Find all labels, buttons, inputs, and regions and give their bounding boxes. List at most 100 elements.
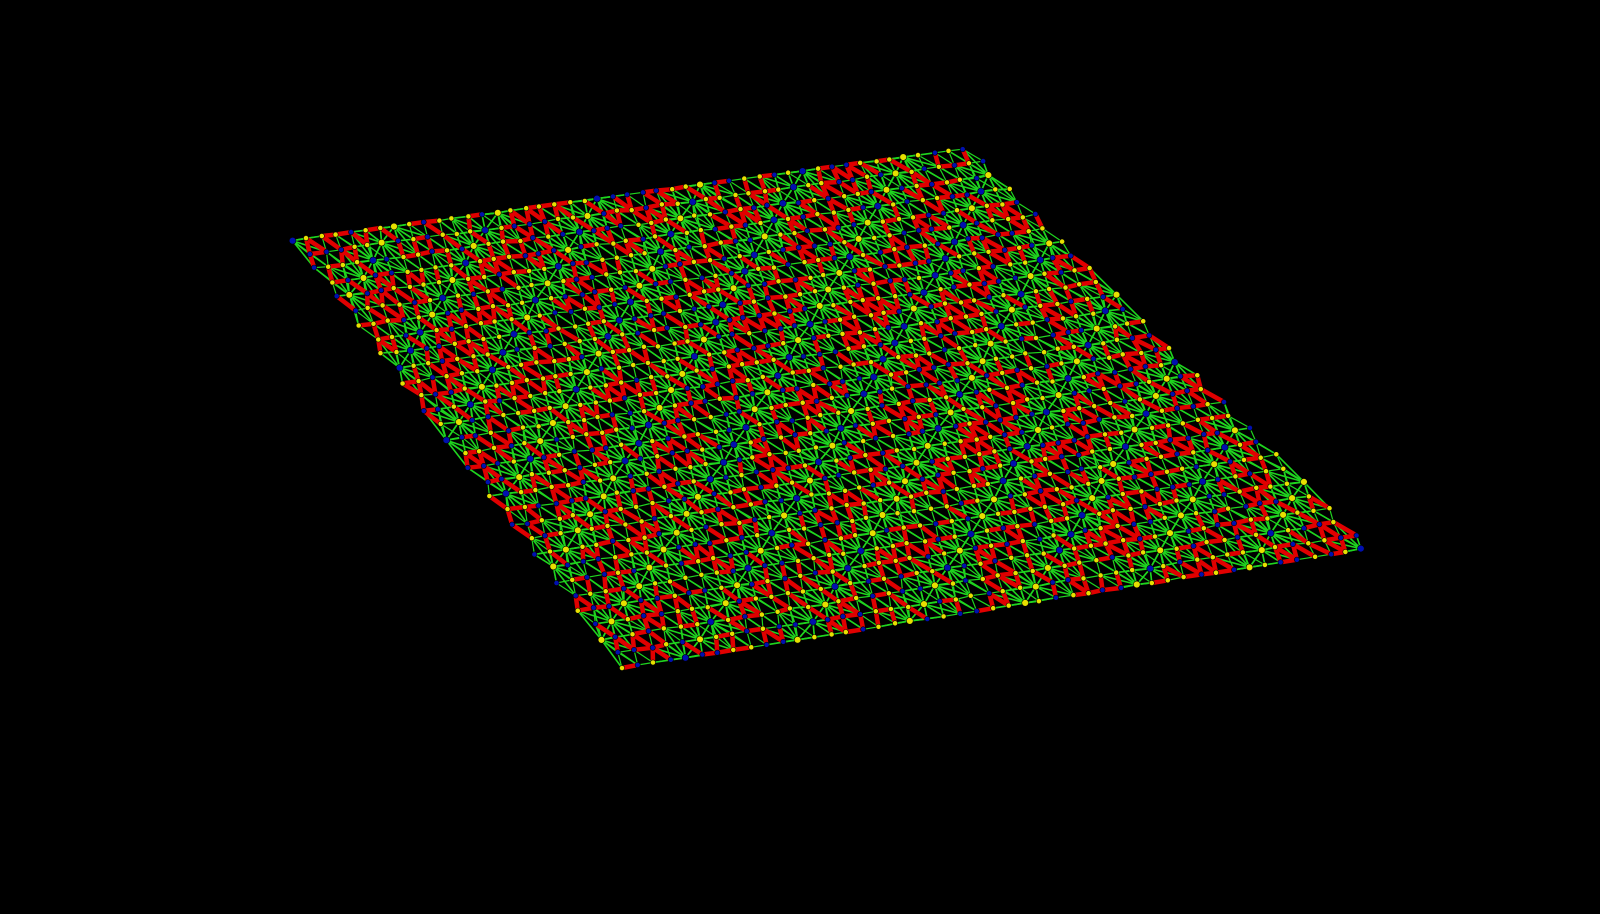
lattice-edge [598,306,620,321]
lattice-edge [924,245,947,260]
lattice-edge [1073,269,1097,283]
lattice-edge [777,280,801,295]
lattice-edge [620,225,644,240]
lattice-edge [898,264,920,279]
lattice-edge [516,347,536,350]
lattice-edge [399,367,420,382]
lattice-edge [391,336,412,352]
lattice-edge [782,202,804,218]
lattice-edge [903,232,926,247]
lattice-edge [915,185,938,199]
lattice-edge [579,340,600,355]
lattice-edge [946,181,968,196]
lattice-edge [936,197,958,211]
lattice-edge [379,352,401,369]
spoke-bond [1275,453,1305,483]
lattice-edge [992,265,1016,279]
lattice-edge [671,188,694,203]
lattice-edge [530,284,552,299]
lattice-edge [391,272,411,288]
spoke-bond [1192,498,1229,510]
lattice-edge [412,238,433,252]
lattice-edge [728,180,750,194]
lattice-edge [594,291,616,305]
lattice-edge [813,199,835,214]
lattice-edge [673,342,696,357]
lattice-edge [654,283,677,298]
lattice-edge [494,320,515,335]
spoke-bond [933,366,961,396]
lattice-edge [508,256,530,272]
spoke-bond [501,288,537,301]
lattice-edge [553,360,572,375]
lattice-edge [885,189,908,203]
lattice-edge [734,240,755,256]
lattice-edge [1018,247,1041,261]
spoke-bond [601,431,640,445]
spoke-bond [1115,293,1144,323]
lattice-edge [749,239,770,253]
lattice-edge [476,370,497,387]
lattice-edge [703,290,724,306]
lattice-edge [620,224,640,227]
spoke-bond [648,566,676,597]
spoke-bond [1133,428,1171,441]
spoke-bond [1169,532,1208,543]
lattice-edge [777,189,800,204]
lattice-edge [934,152,956,166]
lattice-edge [873,237,895,250]
lattice-edge [457,295,479,310]
lattice-edge [782,249,806,263]
lattice-edge [483,276,503,290]
lattice-edge [857,193,879,207]
lattice-edge [744,270,766,285]
lattice-edge [513,271,533,286]
lattice-edge [528,332,551,347]
spoke-bond [797,339,825,369]
lattice-edge [616,209,640,226]
lattice-edge [753,254,775,269]
spoke-bond [709,478,745,491]
lattice-edge [545,330,566,345]
lattice-edge [914,262,936,276]
lattice-edge [513,333,536,349]
lattice-edge [450,217,471,232]
lattice-edge [595,243,618,259]
spoke-bond [431,250,454,281]
lattice-edge [773,267,797,281]
lattice-edge [799,293,821,307]
lattice-edge [753,207,775,221]
lattice-edge [420,269,440,283]
lattice-edge [833,212,855,226]
lattice-edge [998,280,1022,295]
lattice-edge [849,256,871,271]
lattice-edge [630,254,653,270]
spoke-bond [1223,539,1263,551]
lattice-edge [610,289,632,303]
spoke-bond [1078,283,1107,312]
spoke-bond [794,433,834,447]
lattice-edge [862,206,884,223]
lattice-edge [814,290,835,306]
lattice-edge [906,200,930,216]
lattice-edge [521,302,541,317]
lattice-edge [819,305,841,321]
spoke-bond [934,584,972,597]
lattice-edge [877,205,900,220]
lattice-edge [938,166,948,183]
lattice-edge [562,233,582,248]
lattice-edge [327,266,349,281]
lattice-edge [481,213,503,229]
lattice-edge [618,319,639,334]
lattice-edge [535,361,557,377]
lattice-edge [714,228,737,242]
lattice-edge [408,223,429,238]
spoke-bond [1091,450,1103,482]
lattice-edge [501,288,523,304]
lattice-edge [526,316,547,332]
spoke-bond [623,397,650,426]
lattice-edge [366,244,388,260]
lattice-edge [947,150,970,164]
lattice-edge [502,241,527,257]
